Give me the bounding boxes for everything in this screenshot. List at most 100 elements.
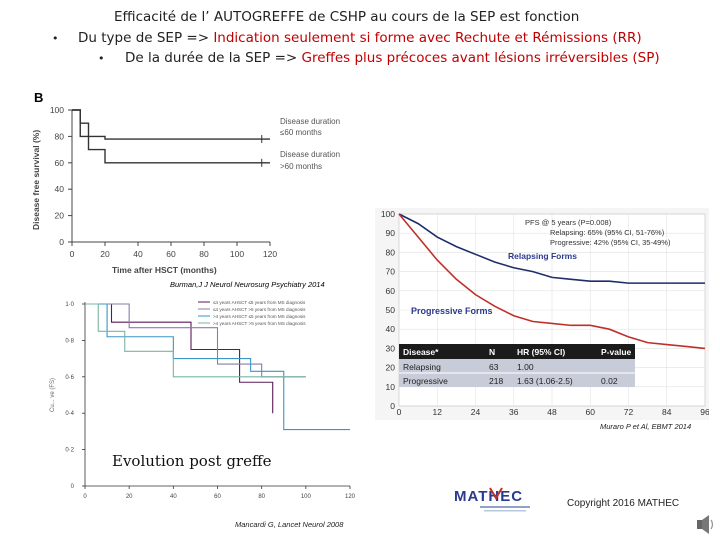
muraro-table-header: HR (95% CI) (517, 347, 565, 357)
chart-burman-ylabel: Disease free survival (%) (31, 130, 41, 230)
speaker-icon[interactable] (694, 512, 718, 538)
muraro-xtick: 36 (509, 407, 519, 417)
muraro-xtick: 24 (471, 407, 481, 417)
burman-xtick: 100 (230, 249, 244, 259)
mancardi-xtick: 0 (83, 494, 87, 500)
mancardi-ytick: 1·0 (65, 302, 74, 308)
mancardi-legend-item: ≤4 years AHSCT >5 years from MS diagnosi… (213, 307, 306, 312)
bullet-2: De la durée de la SEP => Greffes plus pr… (125, 50, 660, 66)
burman-ytick: 20 (55, 211, 65, 221)
chart-mancardi-ylabel: Cu... ve (FS) (50, 378, 56, 412)
mancardi-ytick: 0·2 (65, 448, 74, 454)
burman-xtick: 120 (263, 249, 277, 259)
muraro-xtick: 96 (700, 407, 709, 417)
muraro-ytick: 10 (386, 382, 396, 392)
copyright: Copyright 2016 MATHEC (567, 498, 680, 509)
evolution-label: Evolution post greffe (112, 452, 272, 470)
legend-2-line-1: Disease duration (280, 150, 340, 159)
muraro-table-cell: Progressive (403, 376, 448, 386)
muraro-ytick: 70 (386, 267, 396, 277)
mancardi-ytick: 0·6 (65, 375, 74, 381)
logo-mark-icon (489, 487, 503, 500)
mancardi-xtick: 80 (258, 494, 265, 500)
muraro-ytick: 20 (386, 363, 396, 373)
bullet-2-marker: • (98, 52, 105, 65)
burman-xtick: 60 (166, 249, 176, 259)
burman-xtick: 40 (133, 249, 143, 259)
mancardi-series-2 (85, 303, 350, 431)
muraro-table-cell: Relapsing (403, 362, 441, 372)
mancardi-xtick: 40 (170, 494, 177, 500)
panel-letter: B (34, 90, 43, 105)
muraro-table-header: P-value (601, 347, 632, 357)
muraro-annot-1: PFS @ 5 years (P=0.008) (525, 218, 612, 227)
chart-burman-xlabel: Time after HSCT (months) (112, 265, 217, 275)
muraro-table-cell: 1.63 (1.06-2.5) (517, 376, 573, 386)
muraro-table-cell: 0.02 (601, 376, 618, 386)
mancardi-series-3 (85, 303, 306, 378)
bullet-1-marker: • (52, 32, 59, 45)
burman-xtick: 80 (199, 249, 209, 259)
muraro-annot-2: Relapsing: 65% (95% CI, 51-76%) (550, 228, 665, 237)
muraro-ytick: 40 (386, 324, 396, 334)
mancardi-xtick: 100 (301, 494, 312, 500)
muraro-ytick: 50 (386, 305, 396, 315)
muraro-series-1 (398, 213, 706, 350)
series-label-progressive: Progressive Forms (411, 306, 493, 316)
mancardi-ytick: 0 (71, 484, 75, 490)
logo-text: MATHEC (454, 488, 523, 505)
muraro-ytick: 90 (386, 228, 396, 238)
muraro-xtick: 0 (397, 407, 402, 417)
chart-burman: 0 20 40 60 80 100 0 20 40 60 80 100 120 B Disease fr… (30, 80, 368, 292)
chart-muraro-caption: Muraro P et Al, EBMT 2014 (600, 422, 692, 431)
chart-burman-svg: 0 20 40 60 80 100 0 20 40 60 80 100 120 B Disease fr… (31, 90, 340, 289)
burman-ytick: 60 (55, 158, 65, 168)
muraro-ytick: 100 (381, 209, 395, 219)
muraro-ytick: 80 (386, 247, 396, 257)
burman-xtick: 0 (70, 249, 75, 259)
muraro-xtick: 12 (433, 407, 443, 417)
mancardi-ytick: 0·4 (65, 411, 74, 417)
bullet-2-prefix: De la durée de la SEP => (125, 50, 302, 66)
mathec-logo: MATHEC (450, 484, 560, 518)
mancardi-legend-item: >4 years AHSCT ≤5 years from MS diagnosi… (213, 314, 306, 319)
muraro-ytick: 30 (386, 343, 396, 353)
bullet-1-prefix: Du type de SEP => (78, 30, 214, 46)
burman-ytick: 80 (55, 131, 65, 141)
burman-ytick: 40 (55, 184, 65, 194)
legend-1-line-1: Disease duration (280, 117, 340, 126)
burman-xtick: 20 (100, 249, 110, 259)
slide-title: Efficacité de l’ AUTOGREFFE de CSHP au c… (114, 9, 580, 25)
mancardi-xtick: 20 (126, 494, 133, 500)
burman-series-1 (72, 109, 270, 164)
mancardi-xtick: 60 (214, 494, 221, 500)
mancardi-series-1 (85, 303, 306, 378)
series-label-relapsing: Relapsing Forms (508, 251, 577, 261)
chart-mancardi: 0 0·2 0·4 0·6 0·8 1·0 0 20 40 60 80 100 120 ≤4 years… (30, 292, 370, 532)
mancardi-legend-item: ≤4 years AHSCT ≤5 years from MS diagnosi… (213, 300, 306, 305)
chart-mancardi-svg: 0 0·2 0·4 0·6 0·8 1·0 0 20 40 60 80 100 120 ≤4 years… (50, 300, 356, 529)
muraro-xtick: 72 (624, 407, 634, 417)
muraro-table-header: N (489, 347, 495, 357)
muraro-table-cell: 1.00 (517, 362, 534, 372)
burman-ytick: 100 (50, 105, 64, 115)
mancardi-ytick: 0·8 (65, 338, 74, 344)
muraro-table-header: Disease* (403, 347, 439, 357)
mancardi-legend-item: >4 years AHSCT >5 years from MS diagnosi… (213, 321, 306, 326)
muraro-xtick: 48 (547, 407, 557, 417)
bullet-1-highlight: Indication seulement si forme avec Rechu… (213, 30, 642, 46)
muraro-table-cell: 218 (489, 376, 503, 386)
muraro-table-cell: 63 (489, 362, 499, 372)
bullet-2-highlight: Greffes plus précoces avant lésions irré… (301, 50, 660, 66)
legend-1-line-2: ≤60 months (280, 128, 322, 137)
muraro-annot-3: Progressive: 42% (95% CI, 35-49%) (550, 238, 671, 247)
bullet-1: Du type de SEP => Indication seulement s… (78, 30, 642, 46)
muraro-xtick: 60 (586, 407, 596, 417)
chart-burman-caption: Burman,J J Neurol Neurosurg Psychiatry 2… (170, 280, 325, 289)
muraro-ytick: 0 (390, 401, 395, 411)
muraro-series-0 (398, 213, 705, 284)
muraro-xtick: 84 (662, 407, 672, 417)
chart-muraro: 0 10 20 30 40 50 60 70 80 90 100 0 12 24 36 48 60 72 84 96 … (375, 208, 710, 420)
mancardi-xtick: 120 (345, 494, 356, 500)
